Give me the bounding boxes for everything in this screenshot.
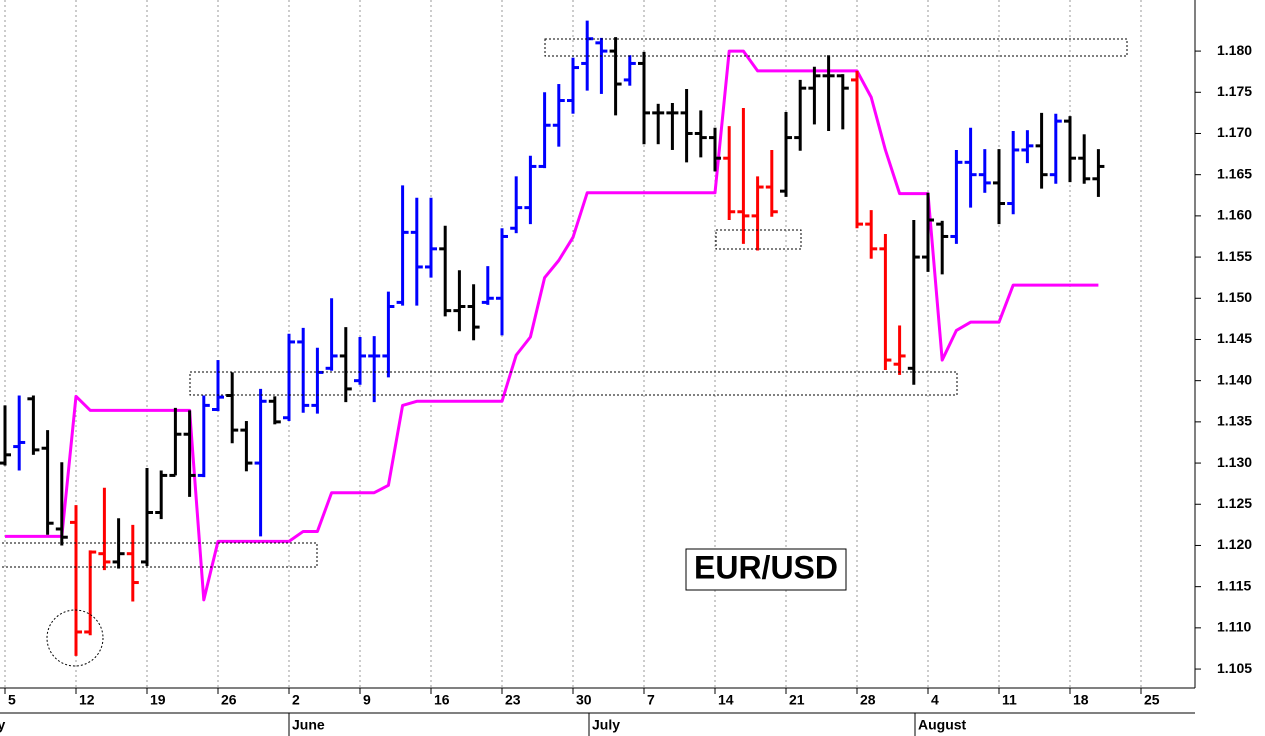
y-tick-label: 1.130 [1217,454,1252,470]
x-tick-label: 26 [221,692,237,708]
x-tick-label: 4 [931,692,939,708]
x-tick-label: 9 [363,692,371,708]
chart-title: EUR/USD [694,549,838,585]
month-label: June [292,717,325,733]
month-label: May [0,717,5,733]
plot-area [0,20,1105,656]
x-tick-label: 14 [718,692,734,708]
y-tick-label: 1.145 [1217,330,1252,346]
x-tick-label: 2 [292,692,300,708]
x-tick-label: 12 [79,692,95,708]
x-tick-label: 11 [1002,692,1017,708]
resistance-box [544,38,1128,57]
y-tick-label: 1.135 [1217,413,1252,429]
x-tick-label: 16 [434,692,450,708]
y-tick-label: 1.170 [1217,124,1252,140]
x-tick-label: 7 [647,692,655,708]
y-tick-label: 1.125 [1217,495,1252,511]
x-tick-label: 28 [860,692,876,708]
low-circle [46,609,104,667]
title-box [685,548,847,591]
y-tick-label: 1.160 [1217,207,1252,223]
x-tick-label: 19 [150,692,166,708]
x-tick-label: 30 [576,692,592,708]
indicator-line [5,49,1099,602]
y-tick-label: 1.175 [1217,83,1252,99]
x-tick-label: 5 [8,692,16,708]
y-tick-label: 1.110 [1217,619,1251,635]
support-box [189,371,958,396]
y-tick-label: 1.155 [1217,248,1252,264]
y-tick-label: 1.165 [1217,165,1252,181]
x-tick-label: 18 [1073,692,1089,708]
x-tick-label: 25 [1144,692,1160,708]
month-label: July [592,717,620,733]
y-tick-label: 1.115 [1217,577,1251,593]
y-tick-label: 1.140 [1217,371,1252,387]
y-tick-label: 1.150 [1217,289,1252,305]
x-tick-label: 23 [505,692,521,708]
y-tick-label: 1.120 [1217,536,1252,552]
x-tick-label: 21 [789,692,805,708]
y-tick-label: 1.105 [1217,660,1252,676]
y-tick-label: 1.180 [1217,42,1252,58]
month-label: August [918,717,967,733]
